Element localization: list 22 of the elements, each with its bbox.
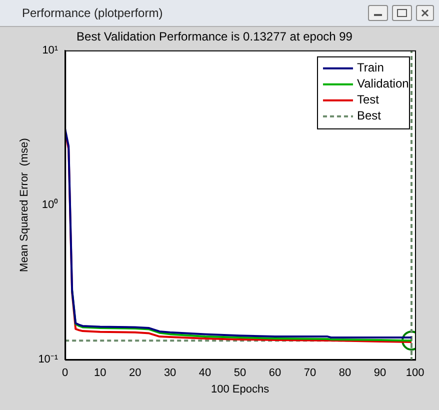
x-tick-label: 100 xyxy=(406,367,424,380)
x-tick-label: 70 xyxy=(304,367,316,380)
x-tick-label: 60 xyxy=(268,367,282,380)
x-tick-label: 90 xyxy=(374,367,386,380)
x-tick-label: 50 xyxy=(234,367,246,380)
chart-title: Best Validation Performance is 0.13277 at epoch 99 xyxy=(76,30,353,44)
legend-label: Validation xyxy=(357,76,409,91)
legend-label: Train xyxy=(357,60,384,75)
legend-label: Best xyxy=(357,108,382,123)
x-axis-title: 100 Epochs xyxy=(210,383,270,396)
x-tick-label: 30 xyxy=(164,367,176,380)
text: Performance (plotperform) xyxy=(22,6,163,20)
x-tick-label: 10 xyxy=(94,367,106,380)
x-tick-label: 20 xyxy=(128,367,142,380)
y-tick-label: 10⁰ xyxy=(42,198,58,212)
legend-label: Test xyxy=(357,92,380,107)
y-tick-label: 10¹ xyxy=(42,44,58,56)
y-axis-title: Mean Squared Error (mse) xyxy=(18,138,31,272)
x-tick-label: 0 xyxy=(62,367,68,380)
x-tick-label: 40 xyxy=(198,367,212,380)
x-tick-label: 80 xyxy=(338,367,352,380)
y-tick-label: 10⁻¹ xyxy=(38,354,58,366)
